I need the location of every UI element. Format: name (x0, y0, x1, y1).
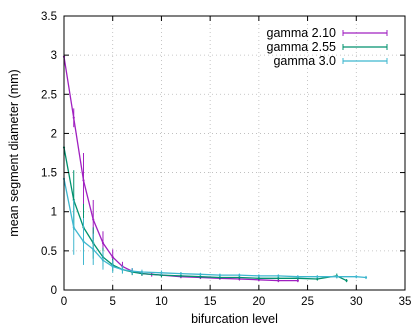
axis-ticks: 0 5 10 15 20 25 30 35 0 0.5 1 1.5 2 2.5 3 3.5 (41, 11, 411, 308)
data-point (238, 276, 241, 279)
plot-frame (63, 15, 406, 291)
grid-lines (64, 16, 405, 290)
y-tick-label: 2 (51, 128, 57, 140)
y-tick-label: 1.5 (41, 168, 57, 180)
data-point (101, 241, 105, 245)
data-point (218, 276, 221, 279)
legend-label: gamma 3.0 (273, 54, 336, 68)
y-tick-label: 2.5 (41, 89, 57, 101)
data-point (277, 279, 280, 282)
data-point (296, 275, 299, 278)
data-point (160, 271, 163, 274)
data-point (257, 277, 260, 280)
data-point (140, 270, 144, 274)
data-point (199, 273, 202, 276)
data-point (199, 275, 202, 278)
series-line (63, 147, 347, 282)
series-layer (62, 55, 368, 283)
data-point (218, 274, 221, 277)
data-point (111, 265, 114, 268)
y-tick-label: 0.5 (41, 246, 57, 258)
data-point (335, 275, 338, 278)
data-point (238, 274, 241, 277)
legend-label: gamma 2.10 (267, 26, 337, 40)
y-axis-label: mean segment diameter (mm) (7, 69, 21, 236)
x-tick-label: 35 (399, 296, 412, 308)
data-point (92, 248, 95, 251)
y-tick-label: 0 (51, 285, 57, 297)
series-line (63, 56, 298, 282)
y-tick-label: 3 (51, 50, 57, 62)
data-point (257, 274, 260, 278)
series-3 (62, 177, 368, 280)
data-point (111, 256, 114, 259)
data-point (131, 270, 134, 273)
data-point (316, 275, 319, 278)
x-tick-label: 20 (252, 296, 265, 308)
data-point (92, 218, 95, 221)
data-point (72, 116, 75, 119)
data-point (316, 277, 319, 281)
legend-label: gamma 2.55 (267, 40, 337, 54)
x-tick-label: 25 (301, 296, 314, 308)
data-point (179, 274, 183, 278)
data-point (121, 268, 124, 271)
x-tick-label: 5 (110, 296, 116, 308)
data-point (82, 179, 85, 182)
y-tick-label: 1 (51, 207, 57, 219)
series-1 (62, 55, 299, 283)
data-point (345, 279, 348, 282)
data-point (277, 274, 280, 278)
data-point (101, 259, 105, 262)
x-tick-label: 0 (61, 296, 67, 308)
data-point (296, 279, 299, 282)
x-tick-label: 30 (350, 296, 363, 308)
data-point (364, 276, 368, 279)
data-point (72, 226, 75, 229)
data-point (355, 275, 358, 278)
y-tick-label: 3.5 (41, 11, 57, 23)
x-tick-label: 10 (155, 296, 168, 308)
x-axis-label: bifurcation level (191, 312, 278, 326)
x-tick-label: 15 (204, 296, 217, 308)
data-point (179, 272, 183, 275)
data-point (277, 277, 280, 280)
data-point (82, 240, 85, 243)
